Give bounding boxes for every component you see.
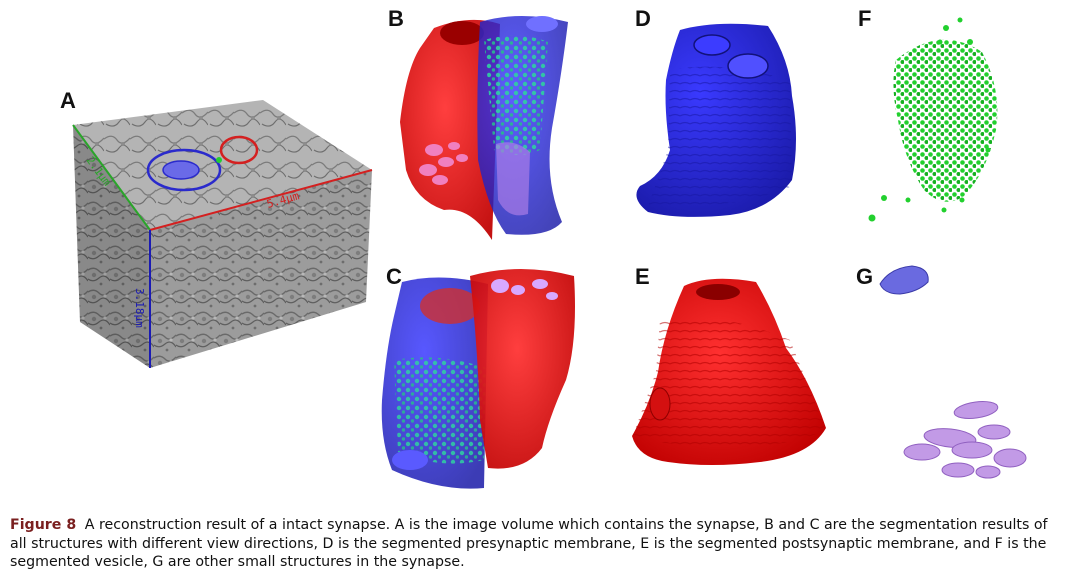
panel-label-d: D xyxy=(635,6,651,31)
postsynaptic-membrane-render xyxy=(632,278,826,465)
postsynaptic-opening xyxy=(440,21,484,45)
postsynaptic-opening xyxy=(696,284,740,300)
panel-label-c: C xyxy=(386,264,402,289)
postsynaptic-bulge xyxy=(649,387,671,421)
vesicle-cluster xyxy=(394,357,486,464)
presynaptic-opening-2 xyxy=(727,53,769,79)
figure-caption-text: A reconstruction result of a intact syna… xyxy=(10,517,1048,570)
cube-left-face xyxy=(73,125,150,368)
figure-area: 5.4μm 2.1μm 3.18μm xyxy=(60,6,1027,489)
vesicle-cloud xyxy=(893,39,998,202)
small-structures-purple xyxy=(903,401,1027,479)
vesicle-cluster xyxy=(484,35,548,155)
presynaptic-bulge xyxy=(392,450,428,470)
width-axis xyxy=(149,169,373,231)
postsynaptic-membrane xyxy=(470,269,575,469)
reconstruction-view-1 xyxy=(400,16,568,241)
scattered-vesicles xyxy=(868,17,991,222)
other-structure xyxy=(496,142,530,216)
panel-label-e: E xyxy=(635,264,650,289)
postsynaptic-opening xyxy=(420,288,480,324)
postsynaptic-outline xyxy=(219,135,259,165)
panel-label-g: G xyxy=(856,264,874,289)
panel-label-f: F xyxy=(858,6,872,31)
presynaptic-ridges xyxy=(648,66,792,207)
vesicle-cluster-render xyxy=(868,17,998,222)
presynaptic-outline xyxy=(146,148,222,192)
presynaptic-membrane-render xyxy=(636,23,796,217)
presynaptic-opening-1 xyxy=(693,34,731,56)
figure-caption: Figure 8 A reconstruction result of a in… xyxy=(10,516,1060,572)
postsynaptic-membrane xyxy=(400,19,500,241)
volume-cube: 5.4μm 2.1μm 3.18μm xyxy=(72,100,373,368)
panel-label-a: A xyxy=(60,88,76,113)
presynaptic-opening xyxy=(526,16,558,32)
other-structures xyxy=(419,142,468,185)
vesicle-marker xyxy=(216,157,222,163)
figure-graphics: 5.4μm 2.1μm 3.18μm xyxy=(72,16,1027,489)
small-structures-render xyxy=(879,265,1027,479)
postsynaptic-ridges xyxy=(632,317,826,448)
cube-top-face xyxy=(73,100,372,230)
vesicle-cluster-outline xyxy=(162,160,200,180)
small-structure-blue xyxy=(879,265,929,295)
depth-axis xyxy=(72,124,151,231)
other-structures xyxy=(491,279,558,300)
reconstruction-view-2 xyxy=(381,269,575,489)
cube-front-face xyxy=(150,170,372,368)
panel-label-b: B xyxy=(388,6,404,31)
height-label: 3.18μm xyxy=(133,288,146,328)
figure-caption-label: Figure 8 xyxy=(10,517,77,533)
